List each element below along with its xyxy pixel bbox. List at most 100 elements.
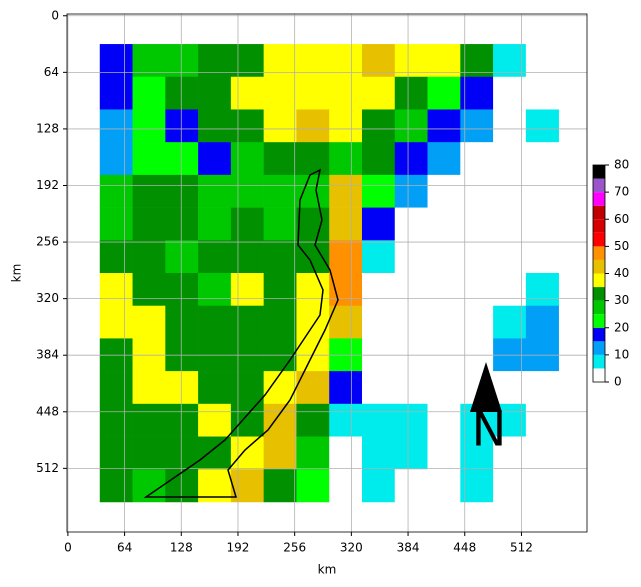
cell xyxy=(493,174,527,208)
cell xyxy=(460,240,494,274)
cell xyxy=(525,174,559,208)
y-tick-label: 192 xyxy=(36,178,59,192)
cell xyxy=(525,207,559,241)
cell xyxy=(329,207,363,241)
cell xyxy=(394,371,428,405)
cell xyxy=(99,436,133,470)
cell xyxy=(230,403,264,437)
x-tick-label: 512 xyxy=(510,541,533,555)
colorbar-segment xyxy=(593,273,605,288)
colorbar-segment xyxy=(593,192,605,206)
colorbar-tick-label: 0 xyxy=(614,375,622,389)
cell xyxy=(198,76,232,110)
colorbar-segment xyxy=(593,327,605,342)
cell xyxy=(394,305,428,339)
cell xyxy=(99,305,133,339)
cell xyxy=(198,305,232,339)
cell xyxy=(460,76,494,110)
cell xyxy=(361,305,396,339)
cell xyxy=(329,371,363,405)
cell xyxy=(361,109,396,143)
cell xyxy=(230,273,264,307)
cell xyxy=(296,273,330,307)
colorbar-tick-label: 30 xyxy=(614,293,629,307)
cell xyxy=(99,469,133,503)
cell xyxy=(493,469,527,503)
cell xyxy=(394,469,428,503)
cell xyxy=(329,44,363,78)
cell xyxy=(296,109,330,143)
y-tick-label: 512 xyxy=(36,461,59,475)
cell xyxy=(427,142,461,176)
plot-frame xyxy=(66,13,588,533)
cell xyxy=(460,174,494,208)
colorbar-segment xyxy=(593,341,605,355)
colorbar-segment xyxy=(593,165,605,179)
cell xyxy=(361,403,396,437)
cell xyxy=(329,469,363,503)
cell xyxy=(165,403,199,437)
x-tick-label: 0 xyxy=(64,541,72,555)
cell xyxy=(460,142,494,176)
y-tick-label: 256 xyxy=(36,235,59,249)
cell xyxy=(198,240,232,274)
cell xyxy=(329,305,363,339)
colorbar-tick-label: 50 xyxy=(614,239,629,253)
cell xyxy=(427,403,461,437)
cell xyxy=(263,305,297,339)
cell xyxy=(198,174,232,208)
cell xyxy=(296,305,330,339)
cell xyxy=(230,109,264,143)
north-arrow xyxy=(470,362,502,412)
colorbar-segment xyxy=(593,178,605,193)
colorbar-tick-label: 70 xyxy=(614,185,629,199)
cell xyxy=(525,403,559,437)
colorbar-segment xyxy=(593,314,605,328)
cell xyxy=(99,371,133,405)
cell xyxy=(460,273,494,307)
cell xyxy=(493,109,527,143)
y-tick-label: 64 xyxy=(44,65,59,79)
colorbar-segment xyxy=(593,368,605,382)
cell xyxy=(394,403,428,437)
x-tick-label: 384 xyxy=(397,541,420,555)
cell xyxy=(198,273,232,307)
cell xyxy=(361,469,396,503)
cell xyxy=(132,207,166,241)
cell xyxy=(230,44,264,78)
cell xyxy=(493,436,527,470)
colorbar-tick-label: 10 xyxy=(614,347,629,361)
cell xyxy=(394,76,428,110)
cell xyxy=(230,174,264,208)
north-label: N xyxy=(472,403,506,457)
cell xyxy=(427,469,461,503)
cell xyxy=(296,469,330,503)
y-axis-label: km xyxy=(10,264,24,283)
y-tick-label: 384 xyxy=(36,348,59,362)
x-tick-label: 448 xyxy=(453,541,476,555)
cell xyxy=(198,436,232,470)
cell xyxy=(361,273,396,307)
colorbar-segment xyxy=(593,287,605,301)
cell xyxy=(394,174,428,208)
cell xyxy=(132,44,166,78)
cell xyxy=(99,240,133,274)
cell xyxy=(296,76,330,110)
cell xyxy=(132,76,166,110)
colorbar-segment xyxy=(593,354,605,369)
cell xyxy=(132,371,166,405)
cell xyxy=(460,305,494,339)
cell xyxy=(198,207,232,241)
cell xyxy=(263,240,297,274)
colorbar-segment xyxy=(593,246,605,260)
cell xyxy=(493,240,527,274)
cell xyxy=(263,76,297,110)
cell xyxy=(394,142,428,176)
cell xyxy=(99,76,133,110)
cell xyxy=(427,109,461,143)
cell xyxy=(394,240,428,274)
cell xyxy=(165,174,199,208)
cell xyxy=(230,436,264,470)
cell xyxy=(198,142,232,176)
